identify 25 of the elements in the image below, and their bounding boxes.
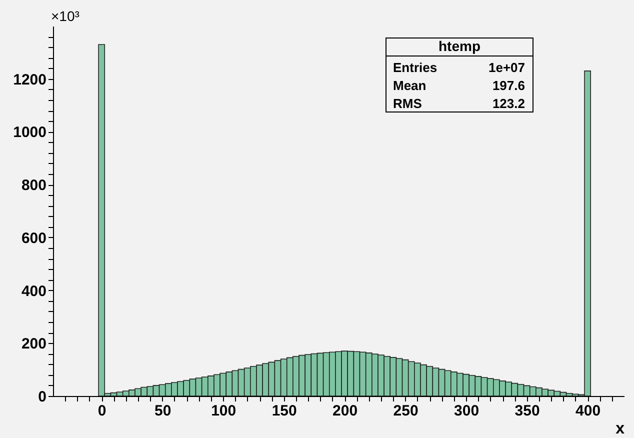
annotation: RMS bbox=[393, 96, 422, 111]
annotation: Entries bbox=[393, 60, 438, 75]
y-tick-label: 800 bbox=[21, 177, 46, 194]
y-tick-label: 200 bbox=[21, 336, 46, 353]
text: ×10³ bbox=[51, 8, 80, 24]
x-tick-label: 250 bbox=[393, 402, 418, 420]
x-tick-label: 150 bbox=[272, 402, 297, 420]
annotation: 1e+07 bbox=[488, 60, 525, 75]
annotation: 197.6 bbox=[492, 78, 525, 93]
x-tick-label: 50 bbox=[154, 402, 172, 420]
y-tick-label: 400 bbox=[21, 282, 46, 300]
y-tick-label: 1000 bbox=[13, 124, 46, 142]
x-tick-label: 100 bbox=[211, 402, 236, 420]
x-tick-label: 350 bbox=[514, 402, 540, 420]
x-tick-label: 300 bbox=[454, 402, 480, 420]
x-tick-label: 0 bbox=[98, 402, 106, 420]
x-tick-label: 400 bbox=[576, 402, 601, 420]
x-axis-title: x bbox=[616, 420, 625, 438]
x-tick-label: 200 bbox=[332, 402, 358, 420]
annotation: Mean bbox=[393, 78, 426, 93]
y-tick-label: 1200 bbox=[13, 71, 46, 88]
annotation: 123.2 bbox=[492, 96, 525, 111]
y-tick-label: 0 bbox=[38, 388, 46, 406]
y-tick-label: 600 bbox=[21, 230, 46, 247]
annotation: htemp bbox=[438, 38, 480, 54]
